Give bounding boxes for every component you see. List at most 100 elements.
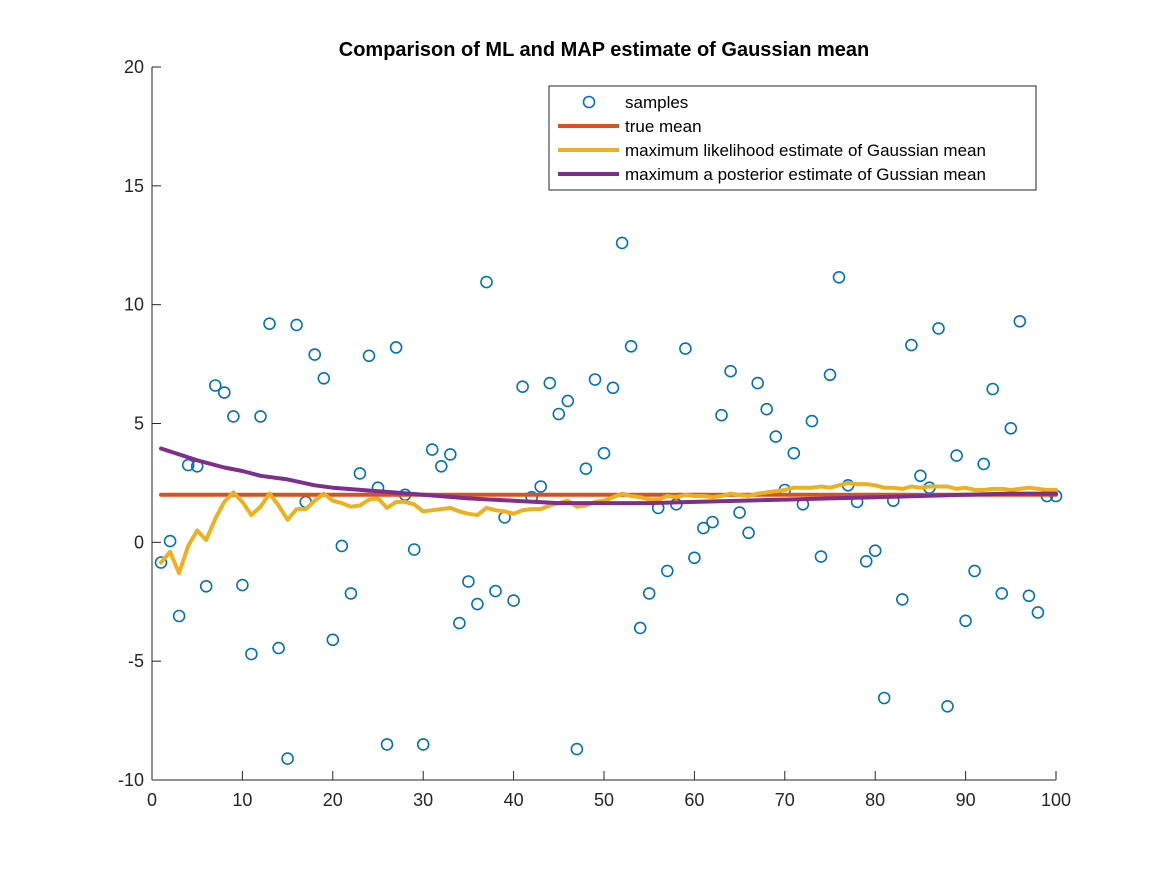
sample-point [543,376,557,390]
sample-point [1004,421,1018,435]
sample-point [760,402,774,416]
sample-point [950,449,963,462]
sample-point [570,742,584,756]
sample-point [561,394,575,408]
sample-point [1031,606,1045,619]
sample-point [236,578,249,592]
legend-item-samples: samples [625,93,688,112]
sample-point [751,376,765,390]
sample-point [679,342,692,355]
sample-point [606,381,620,395]
y-tick-label: -5 [128,651,144,671]
sample-point [742,526,755,540]
x-tick-label: 20 [323,790,343,810]
sample-point [697,521,710,535]
sample-point [932,322,945,335]
sample-point [434,459,448,473]
sample-point [199,579,213,593]
sample-point [995,587,1009,600]
chart-axes: 0 10 20 30 40 50 60 70 80 90 100 -10 -5 0 5 10 15 20 [118,57,1071,810]
y-tick-label: 5 [134,414,144,434]
sample-point [218,386,231,399]
x-tick-label: 0 [147,790,157,810]
x-tick-label: 90 [956,790,976,810]
sample-point [227,410,240,423]
y-tick-label: 20 [124,57,144,77]
sample-point [715,408,728,422]
sample-point [688,551,701,565]
x-tick-label: 30 [413,790,433,810]
sample-point [1022,589,1036,603]
sample-point [642,587,656,600]
sample-point [272,641,285,655]
sample-point [534,480,548,493]
x-tick-label: 80 [865,790,885,810]
sample-point [407,543,421,556]
sample-point [489,584,502,598]
sample-point [615,236,629,250]
y-tick-label: -10 [118,770,144,790]
sample-point [281,752,294,765]
legend-item-ml: maximum likelihood estimate of Gaussian … [625,141,986,160]
y-tick-label: 0 [134,532,144,552]
sample-point [1013,314,1027,328]
sample-point [832,270,846,284]
sample-point [290,318,303,332]
sample-point [552,407,566,421]
x-tick-label: 50 [594,790,614,810]
sample-point [877,691,891,705]
sample-point [968,564,981,578]
sample-point [868,544,882,558]
sample-point [263,317,276,331]
sample-point [895,593,909,606]
sample-point [154,556,168,569]
sample-point [814,550,828,563]
sample-point [344,587,358,600]
sample-point [787,446,801,460]
x-tick-label: 70 [775,790,795,810]
sample-point [317,371,331,385]
ml-estimate-line [159,480,1058,576]
sample-point [660,564,674,578]
sample-point [769,430,783,443]
sample-point [579,462,593,476]
sample-point [959,614,972,628]
sample-point [209,379,222,392]
x-tick-label: 10 [232,790,252,810]
sample-point [859,554,873,568]
sample-point [416,738,430,751]
sample-point [462,575,475,588]
sample-point [516,380,529,394]
sample-point [986,382,1000,396]
legend-item-map: maximum a posterior estimate of Gussian … [625,165,986,184]
x-tick-label: 100 [1041,790,1071,810]
sample-point [507,594,520,607]
plot-area [154,236,1063,765]
sample-point [733,506,746,519]
sample-point [805,414,819,428]
sample-point [977,457,991,471]
sample-point [480,275,493,289]
sample-point [172,609,186,623]
sample-point [443,448,457,461]
x-tick-label: 40 [504,790,524,810]
legend-item-true-mean: true mean [625,117,702,136]
sample-point [597,446,611,460]
chart-title: Comparison of ML and MAP estimate of Gau… [339,39,869,61]
sample-point [181,458,195,472]
map-estimate-line [159,446,1058,506]
sample-point [245,647,258,661]
sample-point [335,539,349,553]
y-tick-label: 10 [124,295,144,315]
sample-point [453,616,466,630]
chart-legend: samples true mean maximum likelihood estim… [548,85,1037,191]
sample-point [941,699,954,713]
sample-point [326,633,340,647]
sample-point [353,467,367,480]
sample-point [914,469,927,483]
sample-point [380,738,394,751]
sample-point [588,373,602,386]
sample-point [633,621,647,635]
sample-point [471,597,484,611]
sample-point [724,364,737,378]
